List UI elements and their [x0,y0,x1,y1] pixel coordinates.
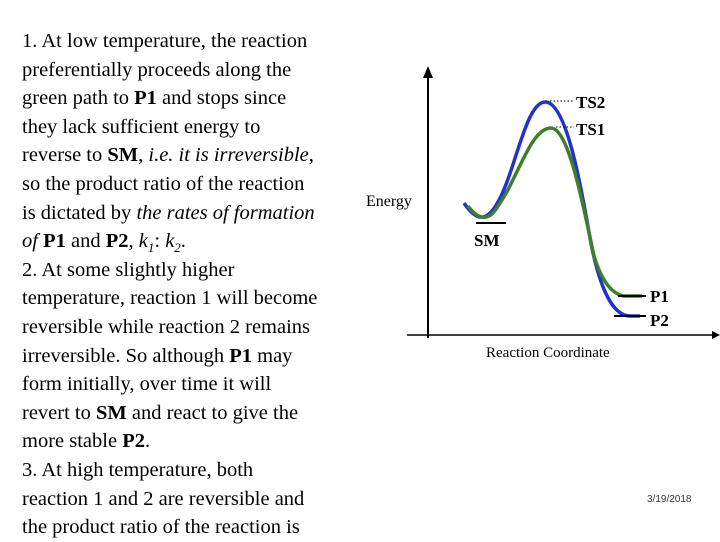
text-run: they lack sufficient energy to [22,115,261,138]
text-run: . [144,430,151,453]
text-run: and [65,230,106,253]
text-run: . [180,230,186,253]
text-run: and react to give the [126,401,299,424]
text-run: reaction 1 and 2 are reversible and [22,487,305,510]
text-run: P2 [122,430,145,453]
text-run: 3. At high temperature, both [22,458,254,481]
text-run: reverse to [22,144,108,167]
text-line: green path to P1 and stops since [22,84,377,113]
ts2-label: TS2 [576,93,605,112]
text-line: of P1 and P2, k1: k2. [22,227,377,256]
text-run: i.e. it is irreversible [148,144,309,167]
explanation-text: 1. At low temperature, the reaction prefe… [22,27,377,542]
text-line: 1. At low temperature, the reaction [22,27,377,56]
text-line: more stable P2. [22,427,377,456]
text-run: : [154,230,166,253]
text-run: preferentially proceeds along the [22,58,292,81]
text-run: more stable [22,430,123,453]
text-run: the rates of formation [136,201,315,224]
p1-label: P1 [650,287,669,306]
text-line: 2. At some slightly higher [22,256,377,285]
text-run: , [308,144,314,167]
text-run: 1. At low temperature, the reaction [22,30,308,52]
text-run: the product ratio of the reaction is [22,516,300,539]
text-line: form initially, over time it will [22,370,377,399]
text-run: temperature, reaction 1 will become [22,287,318,310]
text-line: the product ratio of the reaction is [22,513,377,542]
text-run: and stops since [156,87,287,110]
text-run: SM [107,144,139,167]
text-line: reverse to SM, i.e. it is irreversible, [22,141,377,170]
text-run: P1 [134,87,157,110]
text-run: 1 [147,240,155,256]
text-run: 2. At some slightly higher [22,258,235,281]
text-run: 2 [174,240,181,256]
text-run: P1 [43,230,66,253]
text-line: reversible while reaction 2 remains [22,313,377,342]
text-run: form initially, over time it will [22,373,272,396]
x-axis-arrow-icon [712,331,720,339]
p2-label: P2 [650,311,669,330]
text-line: 3. At high temperature, both [22,456,377,485]
x-axis-label: Reaction Coordinate [486,345,610,361]
y-axis-arrow-icon [423,66,433,78]
text-run: P2 [105,230,129,253]
text-line: reaction 1 and 2 are reversible and [22,485,377,514]
text-line: irreversible. So although P1 may [22,342,377,371]
text-line: they lack sufficient energy to [22,113,377,142]
text-line: temperature, reaction 1 will become [22,284,377,313]
text-line: revert to SM and react to give the [22,399,377,428]
slide-date: 3/19/2018 [647,494,692,505]
y-axis-label: Energy [366,193,412,210]
text-run: k [138,230,148,253]
text-run: may [252,344,293,367]
text-run: reversible while reaction 2 remains [22,315,311,338]
text-run: is dictated by [22,201,137,224]
text-line: preferentially proceeds along the [22,56,377,85]
text-run: P1 [229,344,253,367]
text-run: irreversible. So although [22,344,230,367]
text-run: so the product ratio of the reaction [22,172,305,195]
text-line: is dictated by the rates of formation [22,199,377,228]
sm-label: SM [474,231,500,250]
reaction-path-2 [462,100,640,318]
text-line: so the product ratio of the reaction [22,170,377,199]
text-run: k [165,230,175,253]
text-run: green path to [22,87,135,110]
text-run: SM [96,401,127,424]
text-run: revert to [22,401,96,424]
text-run: , [128,230,139,253]
energy-diagram: Energy Reaction Coordinate TS2 TS1 SM P1… [366,66,720,361]
reaction-path-1 [466,126,642,298]
text-run: of [22,230,44,253]
ts1-label: TS1 [576,120,605,139]
text-run: , [138,144,149,167]
